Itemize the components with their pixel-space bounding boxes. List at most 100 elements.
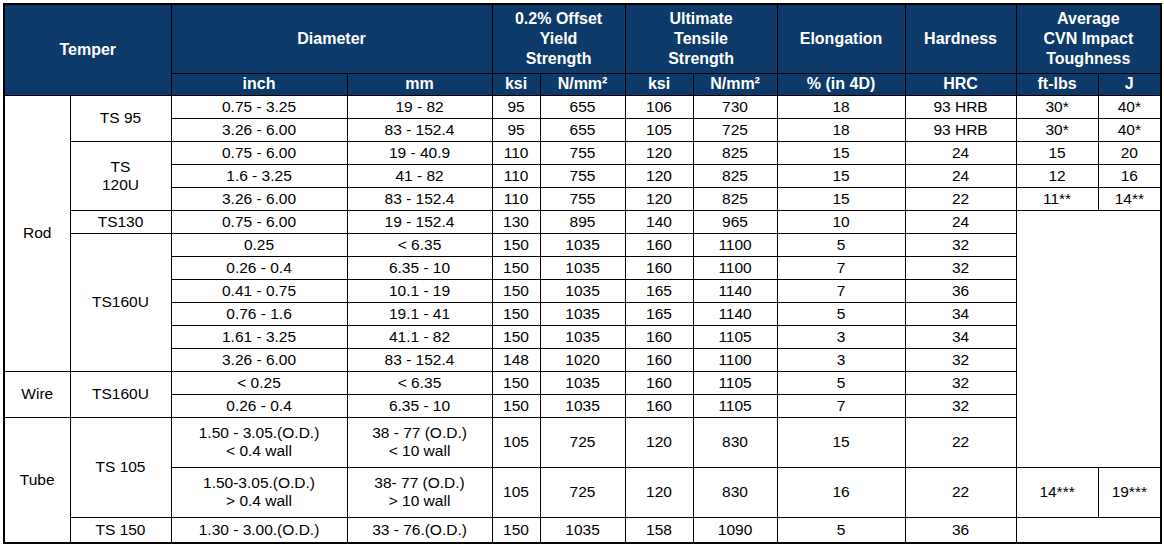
subheader-joules: J: [1098, 73, 1161, 95]
cell-mm: 10.1 - 19: [347, 279, 492, 302]
cell-j: 40*: [1098, 95, 1161, 118]
cell-yield-ksi: 150: [492, 517, 540, 543]
cell-mm: 19 - 82: [347, 95, 492, 118]
cell-hardness: 22: [905, 467, 1016, 517]
cell-uts-nmm: 825: [693, 141, 777, 164]
cell-inch: 1.30 - 3.00.(O.D.): [171, 517, 347, 543]
table-row: Tube TS 105 1.50 - 3.05.(O.D.) < 0.4 wal…: [4, 417, 1161, 467]
cell-mm: 19.1 - 41: [347, 302, 492, 325]
cell-ftlbs: 14***: [1016, 467, 1098, 517]
cell-yield-ksi: 150: [492, 279, 540, 302]
cell-mm: 33 - 76.(O.D.): [347, 517, 492, 543]
temper-label: TS 105: [70, 417, 171, 517]
subheader-yield-nmm2: N/mm²: [540, 73, 625, 95]
cell-hardness: 32: [905, 394, 1016, 417]
cell-yield-nmm: 655: [540, 118, 625, 141]
cell-hardness: 93 HRB: [905, 118, 1016, 141]
cell-uts-nmm: 825: [693, 164, 777, 187]
product-group-tube: Tube: [4, 417, 70, 543]
cell-elongation: 7: [777, 279, 905, 302]
table-row: 1.61 - 3.2541.1 - 82 1501035 1601105 334: [4, 325, 1161, 348]
cell-inch: 0.41 - 0.75: [171, 279, 347, 302]
cell-uts-ksi: 140: [625, 210, 693, 233]
cell-j: 40*: [1098, 118, 1161, 141]
cell-yield-nmm: 1035: [540, 279, 625, 302]
temper-label: TS160U: [70, 371, 171, 417]
cell-yield-nmm: 755: [540, 187, 625, 210]
subheader-elongation-pct: % (in 4D): [777, 73, 905, 95]
cell-yield-ksi: 150: [492, 394, 540, 417]
cell-elongation: 7: [777, 394, 905, 417]
table-row: 3.26 - 6.0083 - 152.4 1481020 1601100 33…: [4, 348, 1161, 371]
cell-inch: 0.26 - 0.4: [171, 394, 347, 417]
cell-uts-nmm: 1100: [693, 233, 777, 256]
cell-yield-nmm: 895: [540, 210, 625, 233]
table-row: 0.76 - 1.619.1 - 41 1501035 1651140 534: [4, 302, 1161, 325]
cell-inch: 0.26 - 0.4: [171, 256, 347, 279]
subheader-inch: inch: [171, 73, 347, 95]
cell-yield-nmm: 655: [540, 95, 625, 118]
cell-uts-nmm: 1140: [693, 279, 777, 302]
cell-yield-nmm: 1035: [540, 233, 625, 256]
cell-yield-ksi: 95: [492, 118, 540, 141]
table-row: TS130 0.75 - 6.0019 - 152.4 130895 14096…: [4, 210, 1161, 233]
cell-hardness: 22: [905, 417, 1016, 467]
cell-inch: 0.76 - 1.6: [171, 302, 347, 325]
header-row-groups: Temper Diameter 0.2% Offset Yield Streng…: [4, 4, 1161, 73]
cell-hardness: 32: [905, 233, 1016, 256]
cell-uts-ksi: 165: [625, 302, 693, 325]
temper-label: TS 120U: [70, 141, 171, 210]
table-row: 3.26 - 6.0083 - 152.4 110755 120825 1522…: [4, 187, 1161, 210]
cell-ftlbs: 30*: [1016, 118, 1098, 141]
cell-elongation: 5: [777, 233, 905, 256]
table-body: Rod TS 95 0.75 - 3.2519 - 82 95655 10673…: [4, 95, 1161, 543]
table-row: TS160U 0.25< 6.35 1501035 1601100 532: [4, 233, 1161, 256]
cell-uts-ksi: 160: [625, 256, 693, 279]
cell-hardness: 36: [905, 517, 1016, 543]
cell-yield-ksi: 110: [492, 164, 540, 187]
cell-yield-ksi: 110: [492, 187, 540, 210]
cell-elongation: 5: [777, 517, 905, 543]
cell-yield-nmm: 755: [540, 141, 625, 164]
cell-elongation: 5: [777, 371, 905, 394]
cell-uts-nmm: 1140: [693, 302, 777, 325]
cell-elongation: 3: [777, 325, 905, 348]
cell-uts-ksi: 160: [625, 233, 693, 256]
cell-inch: 3.26 - 6.00: [171, 118, 347, 141]
subheader-uts-ksi: ksi: [625, 73, 693, 95]
cell-j: 14**: [1098, 187, 1161, 210]
cell-mm: 83 - 152.4: [347, 348, 492, 371]
cell-elongation: 18: [777, 95, 905, 118]
cell-inch: 3.26 - 6.00: [171, 187, 347, 210]
cell-uts-ksi: 158: [625, 517, 693, 543]
cell-yield-ksi: 105: [492, 467, 540, 517]
col-header-tensile-strength: Ultimate Tensile Strength: [625, 4, 777, 73]
cell-uts-nmm: 965: [693, 210, 777, 233]
cell-yield-nmm: 725: [540, 417, 625, 467]
subheader-hrc: HRC: [905, 73, 1016, 95]
cell-ftlbs: 11**: [1016, 187, 1098, 210]
cell-mm: < 6.35: [347, 371, 492, 394]
cell-mm: 38- 77 (O.D.) > 10 wall: [347, 467, 492, 517]
cell-yield-ksi: 150: [492, 233, 540, 256]
cell-elongation: 7: [777, 256, 905, 279]
cell-mm: 6.35 - 10: [347, 256, 492, 279]
subheader-mm: mm: [347, 73, 492, 95]
temper-label: TS 95: [70, 95, 171, 141]
cell-yield-ksi: 150: [492, 325, 540, 348]
table-row: 0.26 - 0.46.35 - 10 1501035 1601100 732: [4, 256, 1161, 279]
product-group-wire: Wire: [4, 371, 70, 417]
cell-yield-ksi: 150: [492, 302, 540, 325]
cell-j: 16: [1098, 164, 1161, 187]
col-header-cvn-toughness: Average CVN Impact Toughness: [1016, 4, 1161, 73]
cell-yield-ksi: 110: [492, 141, 540, 164]
cell-ftlbs: 12: [1016, 164, 1098, 187]
temper-label: TS130: [70, 210, 171, 233]
col-header-diameter: Diameter: [171, 4, 492, 73]
cell-elongation: 3: [777, 348, 905, 371]
cell-inch: 1.50-3.05.(O.D.) > 0.4 wall: [171, 467, 347, 517]
cvn-empty-cell: [1016, 517, 1161, 543]
subheader-uts-nmm2: N/mm²: [693, 73, 777, 95]
cell-yield-nmm: 1035: [540, 302, 625, 325]
cell-yield-nmm: 1035: [540, 325, 625, 348]
